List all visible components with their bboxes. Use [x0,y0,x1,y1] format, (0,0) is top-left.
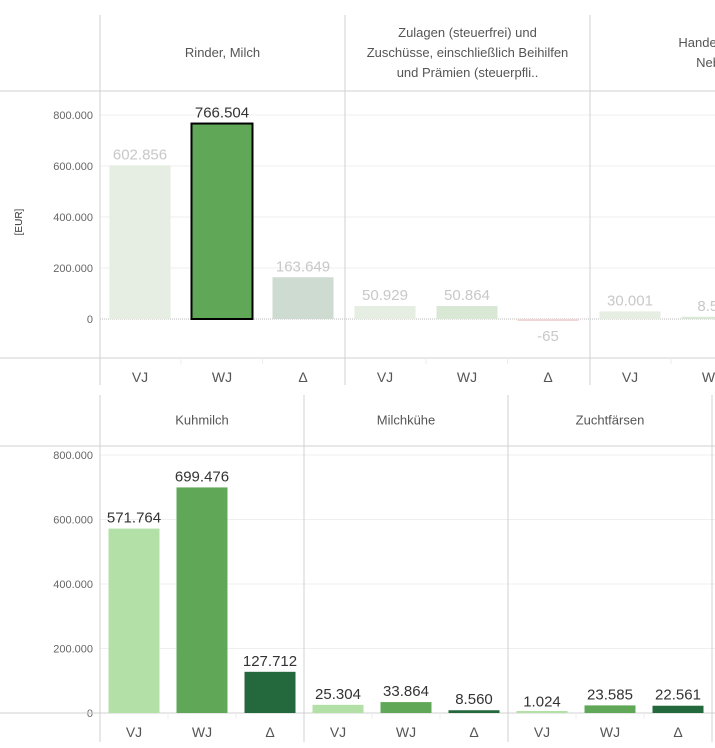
y-tick-label: 600.000 [53,161,93,173]
x-category-label: VJ [132,369,148,385]
x-category-label: WJ [396,724,416,740]
panel-title: und Prämien (steuerpfli.. [397,65,539,80]
bar-vj [599,311,661,319]
data-label: 23.585 [587,686,633,703]
x-category-label: Δ [265,724,274,740]
bar-delta [448,710,500,713]
x-category-label: WJ [702,369,715,385]
x-category-label: VJ [330,724,346,740]
panel-title: Handel, Dienstl [678,35,715,50]
y-tick-label: 200.000 [53,263,93,275]
x-category-label: WJ [212,369,232,385]
panel-title: Milchkühe [377,413,436,428]
data-label: 1.024 [523,694,561,711]
x-category-label: WJ [192,724,212,740]
panel-title: Rinder, Milch [185,45,260,60]
data-label: 50.864 [444,287,490,304]
panel-title: Nebenbe [696,55,715,70]
bar-vj [109,165,171,319]
y-tick-label: 800.000 [53,450,93,462]
bar-vj [516,711,568,713]
bar-wj [176,487,228,713]
x-category-label: WJ [457,369,477,385]
y-tick-label: 800.000 [53,110,93,122]
data-label: 33.864 [383,683,429,700]
data-label: 8.56 [697,298,715,315]
panel-title: Zuchtfärsen [576,413,645,428]
y-tick-label: 600.000 [53,515,93,527]
data-label: 127.712 [243,653,297,670]
x-category-label: WJ [600,724,620,740]
data-label: 22.561 [655,687,701,704]
bar-wj [436,306,498,319]
bar-wj [681,316,715,319]
data-label: -65 [537,328,559,345]
data-label: 163.649 [276,258,330,275]
y-axis-label: [EUR] [14,208,25,235]
y-tick-label: 0 [87,314,93,326]
data-label: 25.304 [315,686,361,703]
panel-title: Kuhmilch [175,413,228,428]
x-category-label: Δ [469,724,478,740]
bar-delta [652,705,704,713]
y-tick-label: 400.000 [53,212,93,224]
bar-vj [312,704,364,713]
bar-vj [354,306,416,319]
y-tick-label: 400.000 [53,579,93,591]
y-tick-label: 0 [87,708,93,720]
panel-title: Zuschüsse, einschließlich Beihilfen [367,45,569,60]
data-label: 699.476 [175,468,229,485]
bar-wj [584,705,636,713]
data-label: 766.504 [195,105,249,122]
x-category-label: Δ [543,369,552,385]
x-category-label: Δ [673,724,682,740]
bar-wj [380,702,432,713]
data-label: 8.560 [455,691,493,708]
x-category-label: VJ [622,369,638,385]
data-label: 602.856 [113,146,167,163]
panel-title: Zulagen (steuerfrei) und [398,25,537,40]
x-category-label: VJ [377,369,393,385]
x-category-label: Δ [298,369,307,385]
data-label: 50.929 [362,287,408,304]
y-tick-label: 200.000 [53,644,93,656]
x-category-label: VJ [534,724,550,740]
bar-delta [517,319,579,321]
bar-wj [190,122,254,321]
bar-delta [272,277,334,319]
bar-delta [244,671,296,713]
bar-vj [108,528,160,713]
x-category-label: VJ [126,724,142,740]
data-label: 30.001 [607,292,653,309]
data-label: 571.764 [107,510,161,527]
